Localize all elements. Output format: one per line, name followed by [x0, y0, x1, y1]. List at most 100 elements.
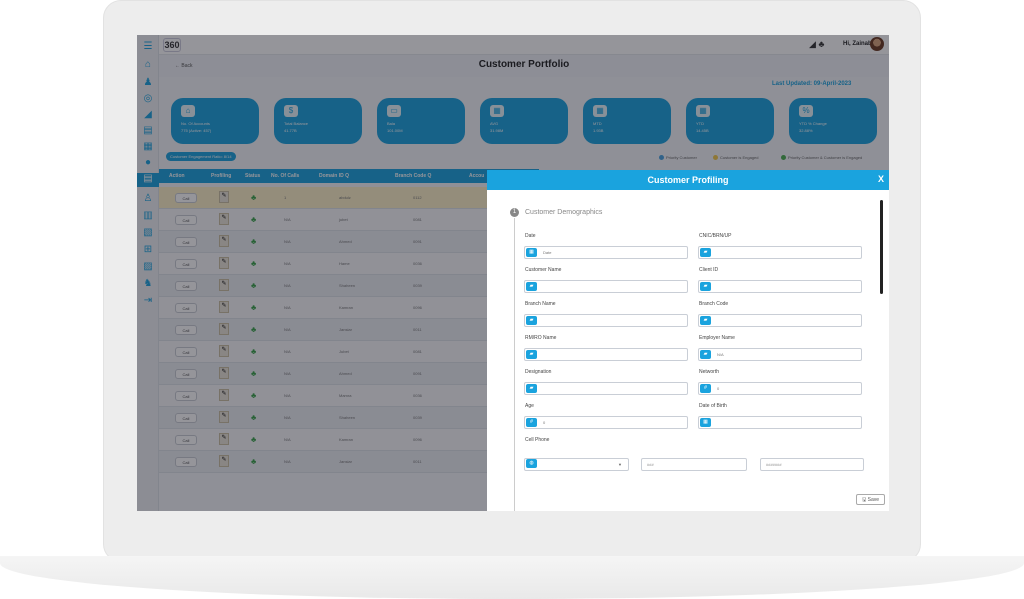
profiling-icon[interactable]: ✎: [219, 257, 229, 269]
last-updated: Last Updated: 09-April-2023: [772, 81, 852, 87]
call-button[interactable]: Call: [175, 413, 197, 423]
profiling-icon[interactable]: ✎: [219, 345, 229, 357]
table-row[interactable]: Call ✎ ♣ N/A Kamran 0096: [159, 429, 539, 451]
call-button[interactable]: Call: [175, 259, 197, 269]
profiling-icon[interactable]: ✎: [219, 279, 229, 291]
page-title: Customer Portfolio: [478, 59, 570, 70]
table-row[interactable]: Call ✎ ♣ N/A Kamran 0096: [159, 297, 539, 319]
column-header[interactable]: Domain ID Q: [319, 173, 350, 179]
table-row[interactable]: Call ✎ ♣ N/A Ahmed 0091: [159, 363, 539, 385]
list-icon[interactable]: ▨: [143, 261, 153, 272]
top-icons: ◢ ♣: [809, 39, 824, 50]
call-button[interactable]: Call: [175, 457, 197, 467]
profiling-icon[interactable]: ✎: [219, 433, 229, 445]
users-icon[interactable]: ♟: [143, 77, 153, 88]
avatar[interactable]: [870, 37, 884, 51]
notes-icon[interactable]: ▧: [143, 227, 153, 238]
branch-cell: 0011: [413, 327, 422, 332]
home-icon[interactable]: ⌂: [144, 59, 152, 70]
profiling-icon[interactable]: ✎: [219, 235, 229, 247]
table-row[interactable]: Call ✎ ♣ N/A Jubet 0081: [159, 341, 539, 363]
table-row[interactable]: Call ✎ ♣ 1 abdulz 0112: [159, 187, 539, 209]
profiling-icon[interactable]: ✎: [219, 301, 229, 313]
target-icon[interactable]: ◎: [143, 93, 153, 104]
table-row[interactable]: Call ✎ ♣ N/A Jansiar 0011: [159, 319, 539, 341]
field-label: Date of Birth: [699, 403, 727, 409]
call-button[interactable]: Call: [175, 347, 197, 357]
column-header[interactable]: Profiling: [211, 173, 232, 179]
save-button[interactable]: 🖫 Save: [856, 494, 885, 505]
branch-code-field[interactable]: ▰: [698, 314, 862, 327]
profiling-icon[interactable]: ✎: [219, 323, 229, 335]
dob-field[interactable]: ▦: [698, 416, 862, 429]
phone-number-input[interactable]: #######: [760, 458, 864, 471]
age-field[interactable]: # 0: [524, 416, 688, 429]
column-header[interactable]: Branch Code Q: [395, 173, 432, 179]
profiling-icon[interactable]: ✎: [219, 455, 229, 467]
table-row[interactable]: Call ✎ ♣ N/A Hame 0036: [159, 253, 539, 275]
profiling-icon[interactable]: ✎: [219, 213, 229, 225]
document-icon[interactable]: ▦: [143, 141, 153, 152]
calls-cell: N/A: [284, 305, 291, 310]
employer-name-value: N/A: [717, 352, 724, 357]
table-row[interactable]: Call ✎ ♣ N/A Shaheen 0039: [159, 407, 539, 429]
call-button[interactable]: Call: [175, 281, 197, 291]
announcement-icon[interactable]: ◢: [809, 39, 816, 49]
call-button[interactable]: Call: [175, 193, 197, 203]
portfolio-icon[interactable]: ▤: [137, 173, 159, 187]
domain-cell: Ahmed: [339, 371, 352, 376]
call-button[interactable]: Call: [175, 237, 197, 247]
branch-cell: 0011: [413, 459, 422, 464]
profiling-icon[interactable]: ✎: [219, 389, 229, 401]
menu-icon[interactable]: ☰: [143, 41, 153, 52]
country-select[interactable]: ◍ ▼: [524, 458, 629, 471]
call-button[interactable]: Call: [175, 325, 197, 335]
table-row[interactable]: Call ✎ ♣ N/A Ahmed 0091: [159, 231, 539, 253]
chat-icon: ▭: [387, 105, 401, 117]
domain-cell: Hame: [339, 261, 350, 266]
profiling-icon[interactable]: ✎: [219, 411, 229, 423]
table-row[interactable]: Call ✎ ♣ N/A Mamra 0036: [159, 385, 539, 407]
area-code-input[interactable]: ###: [641, 458, 747, 471]
customer-name-field[interactable]: ▰: [524, 280, 688, 293]
table-row[interactable]: Call ✎ ♣ N/A Jansiar 0011: [159, 451, 539, 473]
team-icon[interactable]: ♞: [143, 278, 153, 289]
branch-name-field[interactable]: ▰: [524, 314, 688, 327]
designation-field[interactable]: ▰: [524, 382, 688, 395]
profiling-icon[interactable]: ✎: [219, 191, 229, 203]
kpi-value: 1.93B: [593, 128, 604, 133]
location-icon[interactable]: ●: [144, 157, 152, 168]
networth-field[interactable]: # 0: [698, 382, 862, 395]
globe-icon: ◍: [526, 459, 537, 468]
call-button[interactable]: Call: [175, 391, 197, 401]
bell-icon[interactable]: ♣: [818, 39, 825, 49]
profiling-icon[interactable]: ✎: [219, 367, 229, 379]
column-header[interactable]: No. Of Calls: [271, 173, 300, 179]
profile-icon[interactable]: ♙: [143, 193, 153, 204]
logout-icon[interactable]: ⇥: [143, 295, 153, 306]
column-header[interactable]: Accou: [469, 173, 485, 179]
table-row[interactable]: Call ✎ ♣ N/A jubet 0081: [159, 209, 539, 231]
column-header[interactable]: Action: [169, 173, 185, 179]
user-greeting[interactable]: Hi, Zainab: [843, 41, 872, 47]
call-button[interactable]: Call: [175, 435, 197, 445]
back-link[interactable]: ← Back: [175, 63, 193, 69]
cnic-field[interactable]: ▰: [698, 246, 862, 259]
client-id-field[interactable]: ▰: [698, 280, 862, 293]
employer-name-field[interactable]: ▰ N/A: [698, 348, 862, 361]
call-button[interactable]: Call: [175, 215, 197, 225]
column-header[interactable]: Status: [245, 173, 261, 179]
hierarchy-icon[interactable]: ⊞: [143, 244, 153, 255]
call-button[interactable]: Call: [175, 303, 197, 313]
calendar-icon: ▦: [696, 105, 710, 117]
rm-ro-name-field[interactable]: ▰: [524, 348, 688, 361]
report-icon[interactable]: ▤: [143, 125, 153, 136]
call-button[interactable]: Call: [175, 369, 197, 379]
panel-scrollbar[interactable]: [880, 200, 883, 294]
date-field[interactable]: ▦ Date: [524, 246, 688, 259]
file-icon[interactable]: ▥: [143, 210, 153, 221]
table-row[interactable]: Call ✎ ♣ N/A Shaheen 0039: [159, 275, 539, 297]
branch-cell: 0036: [413, 393, 422, 398]
megaphone-icon[interactable]: ◢: [144, 109, 152, 120]
close-icon[interactable]: X: [878, 174, 885, 184]
